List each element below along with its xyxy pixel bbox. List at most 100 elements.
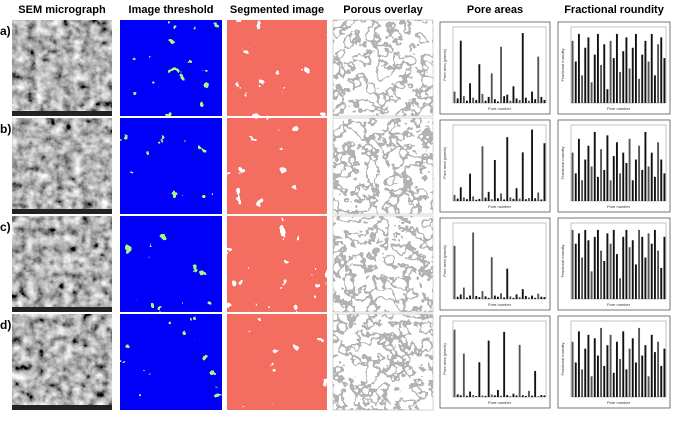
plot-area [570, 124, 667, 202]
plot-area [452, 124, 547, 202]
column-header: Fractional roundity [564, 4, 665, 16]
bar [574, 362, 577, 397]
bar [657, 44, 660, 103]
row-label: b) [0, 122, 11, 136]
bar [657, 142, 660, 201]
bar [596, 355, 599, 397]
bar [540, 395, 543, 397]
bar [631, 47, 634, 103]
bar [484, 395, 487, 397]
bar [472, 395, 475, 397]
bar [518, 198, 521, 201]
panel-image [227, 20, 327, 116]
bar [490, 257, 493, 299]
bar [619, 71, 622, 103]
bar [466, 199, 468, 201]
bar [600, 250, 603, 299]
bar [574, 61, 577, 103]
bar [478, 198, 481, 201]
bar [631, 338, 634, 397]
bar [509, 296, 512, 299]
x-axis-label: Pore number [607, 204, 631, 209]
bar [622, 51, 625, 103]
bar [603, 261, 606, 299]
bar [459, 294, 462, 299]
bar [660, 159, 663, 201]
bar [484, 296, 487, 299]
bar [453, 91, 456, 103]
bar [619, 278, 622, 299]
bar [503, 297, 506, 299]
plot-area [570, 320, 667, 398]
bar [603, 44, 606, 103]
bar [612, 58, 615, 103]
bar [638, 145, 641, 201]
bar [459, 187, 462, 201]
bar [481, 93, 484, 103]
bar [472, 232, 475, 299]
bar [500, 193, 502, 201]
bar [644, 345, 647, 397]
bar [521, 152, 524, 201]
bar [660, 365, 663, 397]
bar [634, 362, 637, 397]
panel-border [332, 19, 434, 117]
bar [528, 297, 530, 299]
bar [478, 362, 481, 397]
bar [512, 86, 515, 103]
bar [593, 54, 596, 103]
bar [622, 331, 625, 397]
bar [456, 98, 459, 103]
plot-area [452, 222, 547, 300]
bar [609, 243, 612, 299]
panel-image [227, 216, 327, 312]
bar [619, 359, 622, 397]
bar [596, 229, 599, 299]
bar [518, 99, 521, 103]
panel-image [227, 118, 327, 214]
bar [534, 99, 537, 103]
bar [634, 33, 637, 104]
bar [469, 391, 471, 397]
bar [515, 98, 518, 103]
bar [612, 372, 615, 397]
column-header: Image threshold [129, 4, 214, 16]
plot-area [570, 26, 667, 104]
bar [625, 369, 628, 397]
panel-border [332, 117, 434, 215]
bar [650, 152, 653, 201]
panel-image [120, 314, 222, 410]
bar [612, 229, 615, 299]
bar [581, 369, 584, 397]
panel-image [12, 314, 112, 410]
chart-frame [439, 217, 551, 311]
bar [528, 100, 530, 103]
bar [641, 169, 644, 201]
bar [609, 334, 612, 397]
bar [497, 198, 499, 201]
bar [577, 33, 580, 104]
bar [506, 395, 509, 397]
bar [487, 297, 490, 299]
bar [528, 390, 530, 397]
panel-image [120, 216, 222, 312]
bar [577, 331, 580, 397]
y-axis-label: Fractional roundity [560, 245, 565, 278]
bar [625, 229, 628, 299]
bar [469, 83, 471, 103]
y-axis-label: Pore area (pixels) [442, 49, 447, 81]
bar [647, 166, 650, 201]
bar [487, 340, 490, 397]
bar [584, 348, 587, 397]
bar [571, 229, 574, 299]
bar [628, 68, 631, 103]
panel-image [120, 20, 222, 116]
panel-image [12, 216, 112, 312]
bar [641, 355, 644, 397]
bar [596, 33, 599, 104]
bar [472, 196, 475, 201]
bar [509, 100, 512, 103]
bar [590, 166, 593, 201]
bar [475, 199, 478, 201]
bar [466, 297, 468, 299]
